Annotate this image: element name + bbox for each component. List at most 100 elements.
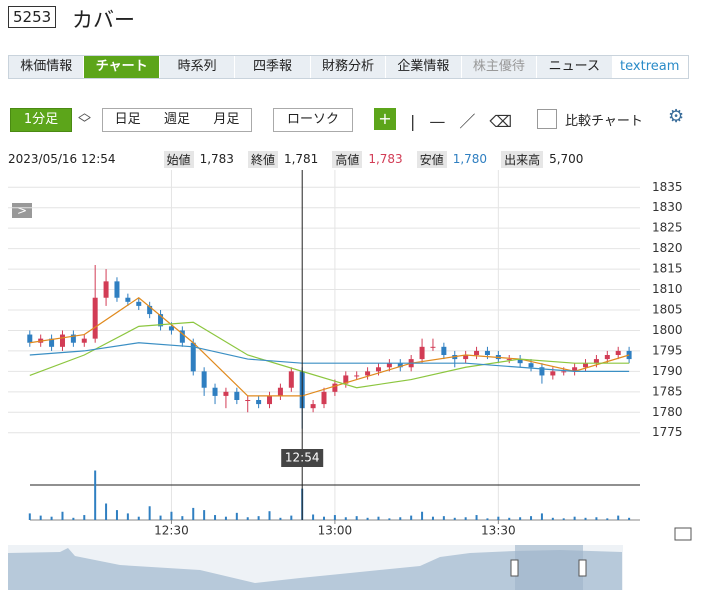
candle-body — [288, 371, 294, 388]
moving-average — [29, 342, 630, 372]
candle-body — [517, 359, 523, 364]
candle-body — [70, 334, 76, 343]
period-button[interactable]: 月足 — [213, 112, 240, 127]
expand-button[interactable] — [12, 203, 32, 218]
period-group: 日足 週足 月足 — [102, 108, 252, 132]
candle-body — [463, 355, 469, 360]
candle-body — [256, 400, 262, 405]
candle-body — [201, 371, 207, 388]
info-datetime: 2023/05/16 12:54 — [8, 152, 116, 166]
settings-gear[interactable]: ⚙ — [668, 106, 685, 127]
period-button[interactable]: 週足 — [163, 112, 190, 127]
info-value: 1,783 — [199, 152, 234, 166]
compare-checkbox[interactable] — [537, 109, 557, 129]
candle-body — [441, 346, 447, 355]
candle-body — [506, 359, 512, 361]
y-tick-label: 1800 — [652, 323, 683, 337]
draw-tools[interactable]: |—／⌫ — [410, 112, 527, 131]
compare-label: 比較チャート — [565, 114, 643, 129]
candle-body — [375, 367, 381, 372]
style-select[interactable]: ローソク — [273, 108, 353, 132]
navigator-window[interactable] — [515, 545, 583, 590]
crosshair-label: 12:54 — [285, 451, 320, 465]
y-tick-label: 1785 — [652, 384, 683, 398]
candle-body — [310, 404, 316, 409]
info-bar: 2023/05/16 12:54 始値 1,783 終値 1,781 高値 1,783… — [8, 150, 597, 168]
candle-body — [158, 314, 164, 327]
info-value: 1,780 — [452, 152, 488, 166]
candle-body — [245, 400, 251, 401]
info-value: 1,783 — [368, 152, 403, 166]
settings-icon[interactable] — [674, 527, 692, 541]
candle-body — [321, 391, 327, 405]
candle-body — [419, 346, 425, 360]
tab[interactable]: チャート — [84, 56, 160, 78]
y-tick-label: 1815 — [652, 262, 683, 276]
candle-body — [49, 338, 55, 347]
candle-body — [179, 330, 185, 343]
candle-body — [59, 334, 65, 347]
info-value: 5,700 — [549, 152, 584, 166]
y-tick-label: 1780 — [652, 405, 683, 419]
expand-icon: > — [17, 204, 27, 218]
candle-body — [234, 391, 240, 400]
x-tick-label: 12:30 — [154, 524, 189, 538]
candle-body — [593, 359, 599, 364]
candle-body — [332, 383, 338, 392]
candle-body — [212, 387, 218, 396]
y-tick-label: 1775 — [652, 425, 683, 439]
crosshair-tool[interactable]: + — [374, 108, 396, 130]
y-tick-label: 1810 — [652, 282, 683, 296]
y-tick-label: 1835 — [652, 180, 683, 194]
info-label: 高値 — [332, 150, 363, 168]
candle-body — [604, 355, 610, 360]
candle-body — [354, 375, 360, 377]
y-tick-label: 1820 — [652, 241, 683, 255]
navigator-area — [8, 548, 622, 590]
navigator-handle[interactable] — [510, 559, 519, 577]
tab[interactable]: ニュース — [537, 56, 613, 78]
info-label: 出来高 — [501, 150, 544, 168]
candle-body — [474, 350, 480, 355]
candle-body — [27, 334, 33, 343]
candle-body — [615, 350, 621, 355]
stock-name: カバー — [72, 8, 135, 32]
tab[interactable]: 財務分析 — [311, 56, 387, 78]
info-label: 始値 — [163, 150, 194, 168]
info-label: 終値 — [247, 150, 278, 168]
interval-stepper[interactable]: ︿ ﹀ — [78, 106, 92, 132]
candle-body — [528, 363, 534, 368]
candle-body — [365, 371, 371, 376]
moving-average — [29, 321, 630, 389]
x-tick-label: 13:00 — [318, 524, 353, 538]
candle-body — [430, 346, 436, 348]
candle-body — [550, 371, 556, 376]
stock-code: 5253 — [8, 6, 57, 28]
y-tick-label: 1830 — [652, 200, 683, 214]
candle-body — [386, 363, 392, 368]
y-tick-label: 1825 — [652, 221, 683, 235]
period-button[interactable]: 日足 — [114, 112, 141, 127]
candle-body — [561, 371, 567, 373]
candle-body — [223, 391, 229, 396]
tab[interactable]: 時系列 — [160, 56, 236, 78]
candle-body — [114, 281, 120, 298]
tab[interactable]: textream — [612, 56, 688, 78]
interval-button[interactable]: 1分足 — [10, 108, 72, 132]
candle-body — [136, 301, 142, 306]
navigator-handle[interactable] — [578, 559, 587, 577]
candle-body — [572, 367, 578, 372]
tab[interactable]: 企業情報 — [386, 56, 462, 78]
candle-body — [168, 326, 174, 331]
y-tick-label: 1805 — [652, 303, 683, 317]
tab[interactable]: 株主優待 — [462, 56, 538, 78]
crosshair-label-bg — [281, 449, 324, 467]
candle-body — [267, 395, 273, 405]
x-tick-label: 13:30 — [481, 524, 516, 538]
tab[interactable]: 株価情報 — [9, 56, 85, 78]
y-tick-label: 1790 — [652, 364, 683, 378]
candle-body — [277, 387, 283, 396]
tab[interactable]: 四季報 — [235, 56, 311, 78]
